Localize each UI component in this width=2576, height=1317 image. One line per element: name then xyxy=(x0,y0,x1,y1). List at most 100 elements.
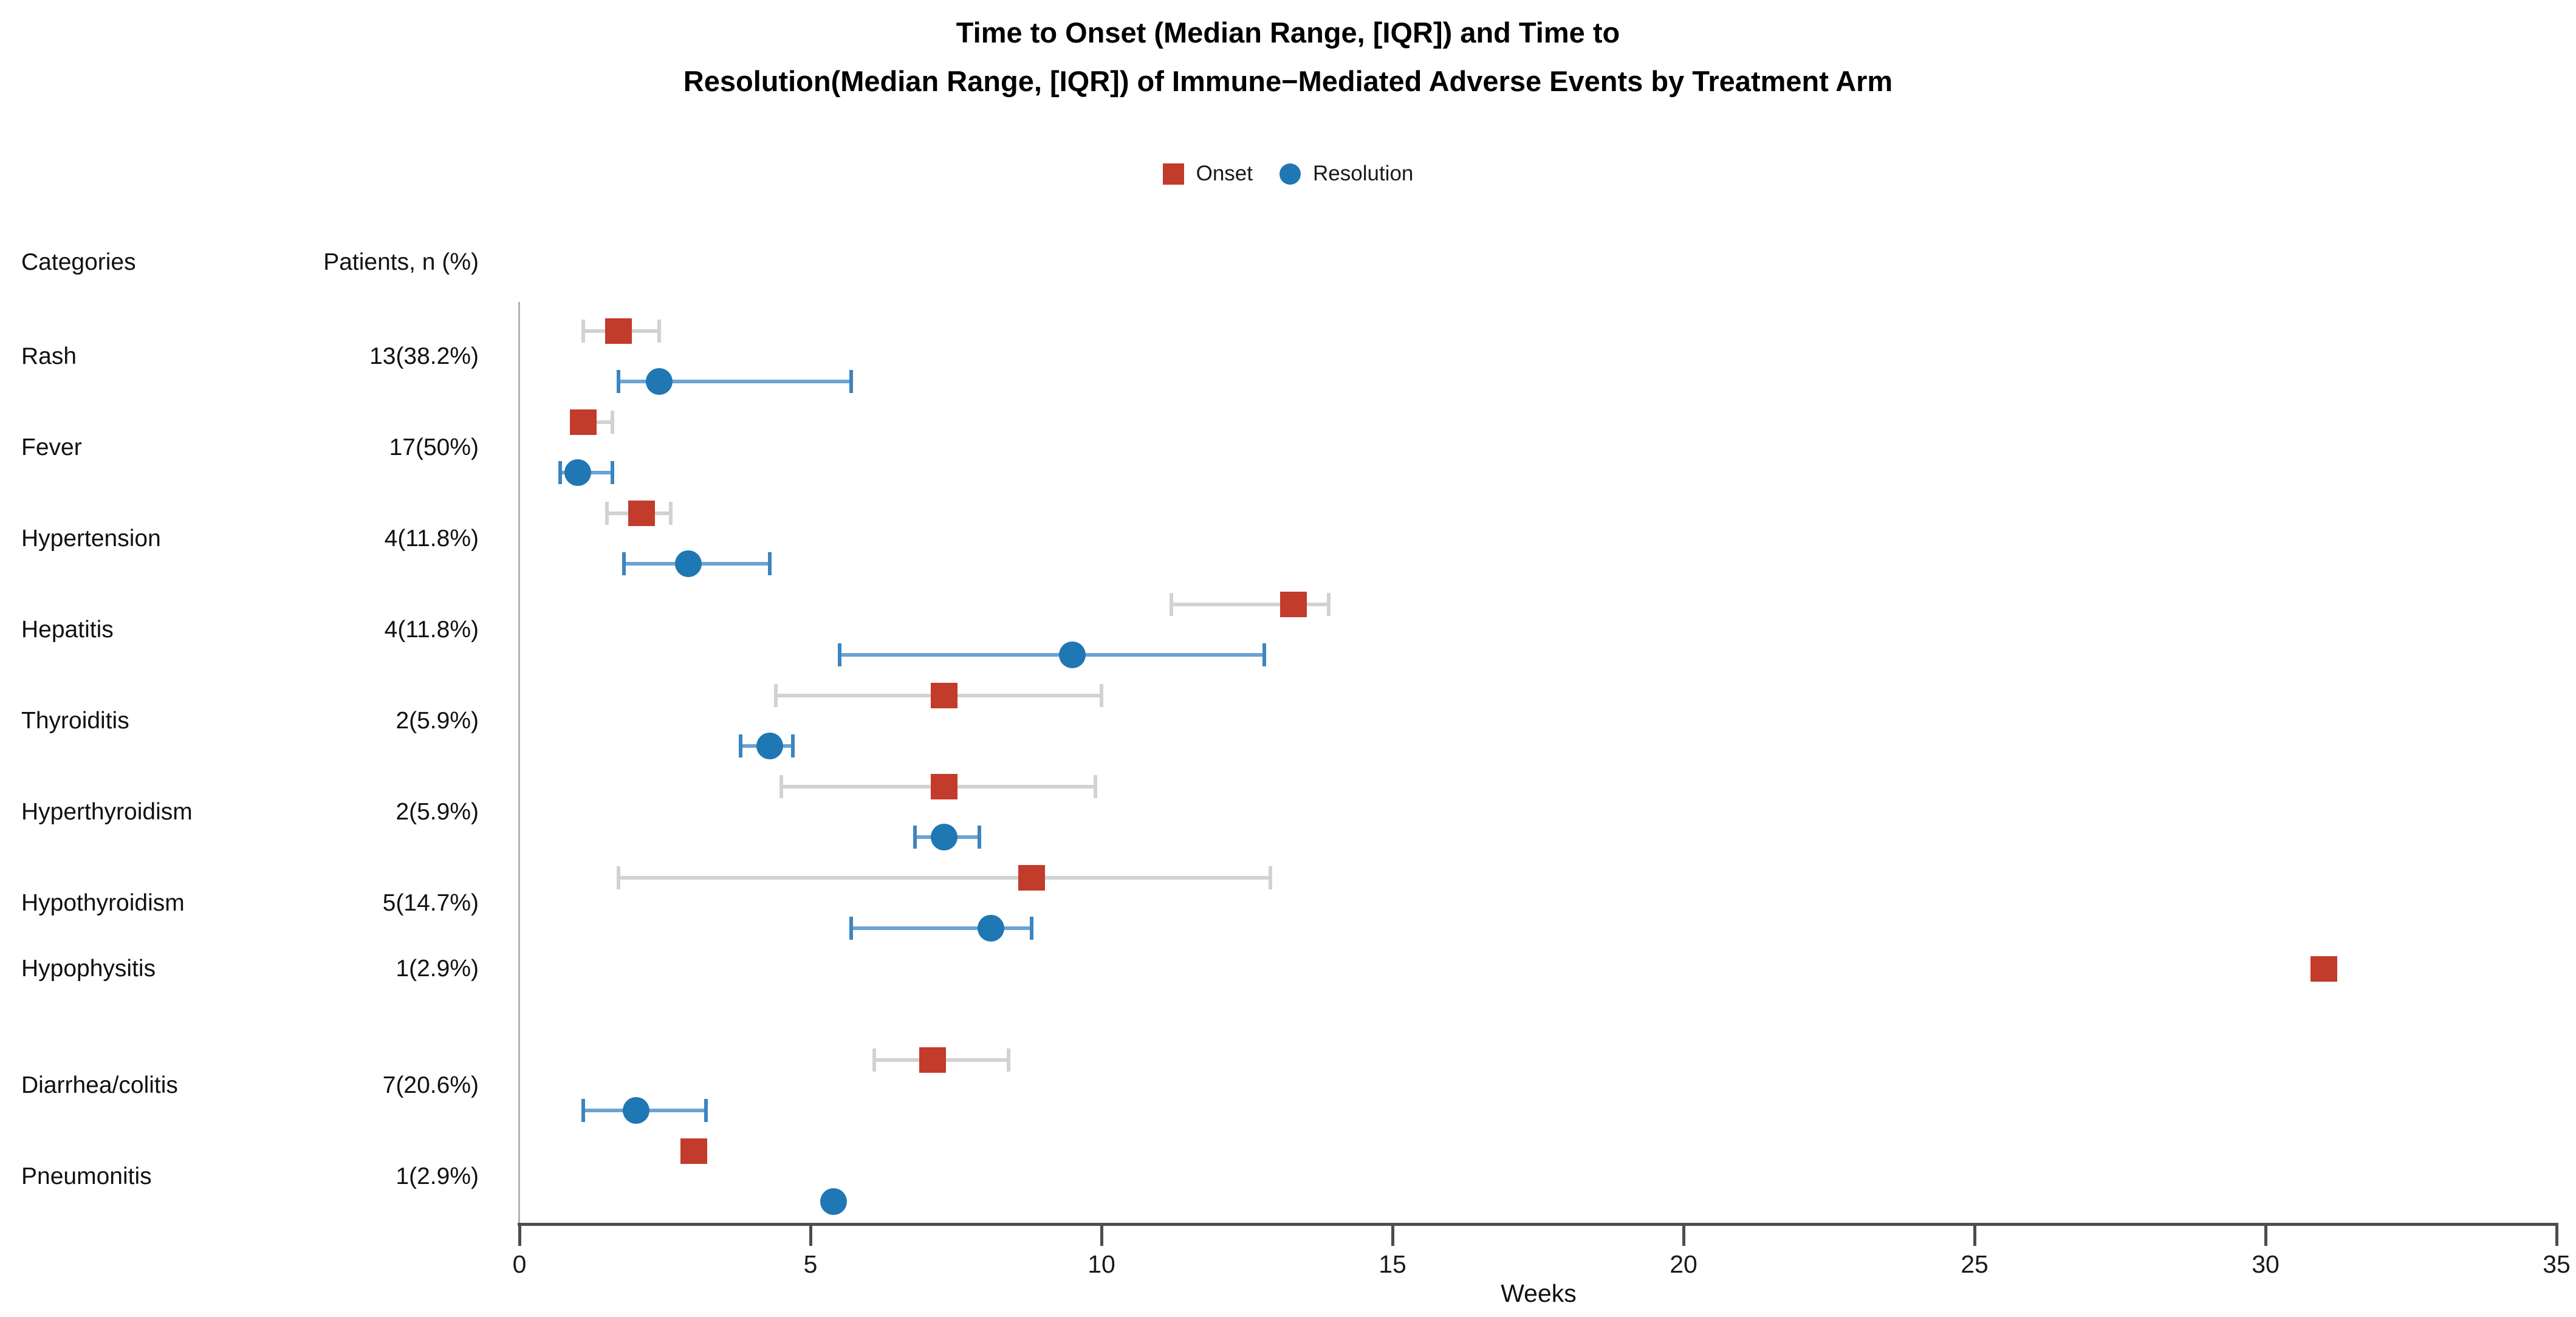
x-axis-tick xyxy=(1973,1224,1976,1246)
whisker-cap xyxy=(704,1099,708,1122)
whisker-cap xyxy=(581,320,586,343)
category-label: Hepatitis xyxy=(21,616,114,643)
resolution-marker xyxy=(931,824,958,850)
whisker-line xyxy=(1171,603,1329,606)
x-axis-tick xyxy=(2264,1224,2267,1246)
whisker-cap xyxy=(872,1048,877,1072)
x-axis-tick-label: 20 xyxy=(1670,1250,1697,1278)
x-axis-tick-label: 25 xyxy=(1961,1250,1989,1278)
whisker-cap xyxy=(616,866,620,889)
resolution-marker xyxy=(756,733,783,759)
x-axis-line xyxy=(518,1223,2558,1226)
resolution-marker xyxy=(674,550,702,577)
whisker-cap xyxy=(581,1099,586,1122)
patients-count: 13(38.2%) xyxy=(369,343,479,369)
whisker-cap xyxy=(837,643,841,666)
patients-column-header: Patients, n (%) xyxy=(323,249,479,275)
x-axis-tick-label: 10 xyxy=(1088,1250,1115,1278)
whisker-cap xyxy=(1268,866,1272,889)
whisker-cap xyxy=(773,684,778,707)
resolution-circle-icon xyxy=(1279,163,1301,185)
whisker-cap xyxy=(767,552,772,575)
patients-count: 2(5.9%) xyxy=(396,707,479,734)
onset-marker xyxy=(628,501,656,526)
onset-marker xyxy=(680,1138,708,1164)
whisker-cap xyxy=(611,411,615,434)
whisker-cap xyxy=(1094,775,1098,798)
onset-marker xyxy=(931,683,958,708)
whisker-line xyxy=(618,380,852,383)
onset-marker xyxy=(2310,956,2337,982)
patients-count: 1(2.9%) xyxy=(396,1163,479,1189)
category-label: Thyroiditis xyxy=(21,707,129,734)
whisker-cap xyxy=(779,775,784,798)
whisker-cap xyxy=(1006,1048,1010,1072)
y-axis-spine xyxy=(518,302,520,1224)
onset-marker xyxy=(1018,865,1046,891)
x-axis-tick-label: 0 xyxy=(512,1250,527,1278)
whisker-cap xyxy=(611,461,615,484)
resolution-marker xyxy=(564,459,591,486)
patients-count: 1(2.9%) xyxy=(396,956,479,982)
patients-count: 7(20.6%) xyxy=(382,1072,479,1098)
patients-count: 4(11.8%) xyxy=(384,616,479,643)
whisker-cap xyxy=(605,502,609,525)
x-axis-tick xyxy=(2555,1224,2558,1246)
category-label: Hyperthyroidism xyxy=(21,798,193,825)
x-axis-tick xyxy=(1682,1224,1685,1246)
whisker-cap xyxy=(913,826,917,849)
chart-title-line1: Time to Onset (Median Range, [IQR]) and … xyxy=(956,16,1620,49)
x-axis-tick xyxy=(1391,1224,1394,1246)
categories-column-header: Categories xyxy=(21,249,136,275)
legend: Onset Resolution xyxy=(0,162,2576,186)
category-label: Hypertension xyxy=(21,525,161,552)
whisker-line xyxy=(618,876,1270,880)
legend-onset-label: Onset xyxy=(1196,162,1253,185)
chart-title: Time to Onset (Median Range, [IQR]) and … xyxy=(0,9,2576,106)
whisker-cap xyxy=(1030,917,1034,940)
whisker-cap xyxy=(657,320,661,343)
x-axis-tick-label: 30 xyxy=(2252,1250,2280,1278)
whisker-cap xyxy=(622,552,626,575)
x-axis-tick-label: 5 xyxy=(803,1250,818,1278)
whisker-cap xyxy=(977,826,981,849)
resolution-marker xyxy=(645,368,673,395)
resolution-marker xyxy=(1059,641,1086,668)
onset-marker xyxy=(1280,592,1307,617)
category-label: Rash xyxy=(21,343,77,369)
x-axis-tick-label: 15 xyxy=(1379,1250,1406,1278)
resolution-marker xyxy=(622,1097,649,1124)
whisker-cap xyxy=(849,917,854,940)
category-label: Diarrhea/colitis xyxy=(21,1072,178,1098)
whisker-line xyxy=(851,926,1032,930)
category-label: Hypothyroidism xyxy=(21,889,185,916)
whisker-cap xyxy=(791,734,795,758)
x-axis-tick xyxy=(809,1224,812,1246)
category-label: Pneumonitis xyxy=(21,1163,152,1189)
resolution-marker xyxy=(820,1188,848,1215)
resolution-marker xyxy=(977,915,1004,942)
x-axis-title: Weeks xyxy=(1501,1279,1577,1307)
x-axis-tick-label: 35 xyxy=(2543,1250,2571,1278)
whisker-cap xyxy=(1262,643,1267,666)
x-axis-tick xyxy=(1100,1224,1103,1246)
whisker-cap xyxy=(616,370,620,393)
onset-marker xyxy=(931,774,958,799)
category-label: Fever xyxy=(21,434,82,460)
whisker-cap xyxy=(669,502,673,525)
whisker-cap xyxy=(558,461,563,484)
whisker-cap xyxy=(1100,684,1103,707)
whisker-cap xyxy=(849,370,854,393)
whisker-cap xyxy=(1326,593,1331,616)
onset-marker xyxy=(570,409,597,435)
whisker-cap xyxy=(739,734,743,758)
patients-count: 5(14.7%) xyxy=(382,889,479,916)
patients-count: 17(50%) xyxy=(389,434,479,460)
category-label: Hypophysitis xyxy=(21,956,156,982)
whisker-line xyxy=(839,653,1265,657)
legend-item-resolution: Resolution xyxy=(1279,162,1413,186)
patients-count: 2(5.9%) xyxy=(396,798,479,825)
legend-resolution-label: Resolution xyxy=(1313,162,1414,185)
whisker-cap xyxy=(1169,593,1173,616)
patients-count: 4(11.8%) xyxy=(384,525,479,552)
